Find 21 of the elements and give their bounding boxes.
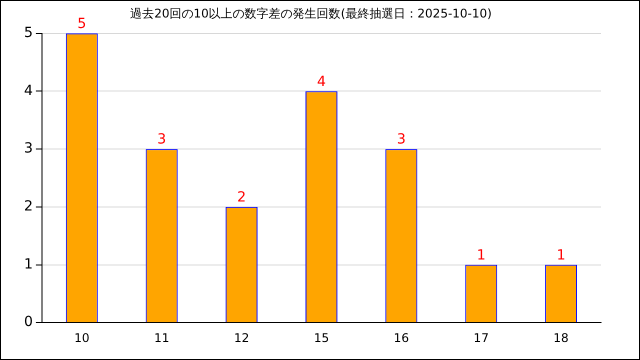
- data-label: 3: [396, 132, 406, 148]
- data-label: 3: [157, 132, 166, 148]
- chart-title: 過去20回の10以上の数字差の発生回数(最終抽選日：2025-10-10): [130, 6, 492, 20]
- data-label: 1: [476, 247, 486, 264]
- data-label: 4: [316, 74, 326, 90]
- y-tick-label: 0: [24, 314, 33, 330]
- y-tick-label: 4: [24, 82, 33, 99]
- x-tick-label: 16: [394, 330, 409, 345]
- y-tick-label: 2: [24, 198, 33, 215]
- x-tick-label: 10: [74, 330, 90, 345]
- x-tick-label: 11: [154, 330, 170, 345]
- y-tick-label: 5: [24, 25, 33, 42]
- x-tick-label: 15: [314, 330, 330, 345]
- y-tick-label: 3: [24, 140, 33, 157]
- x-tick-label: 12: [234, 330, 250, 345]
- data-label: 1: [556, 247, 566, 264]
- data-label: 2: [237, 190, 246, 206]
- x-tick-label: 17: [474, 330, 489, 345]
- x-tick-label: 18: [553, 330, 569, 345]
- data-label: 5: [77, 16, 86, 32]
- y-tick-label: 1: [24, 256, 33, 272]
